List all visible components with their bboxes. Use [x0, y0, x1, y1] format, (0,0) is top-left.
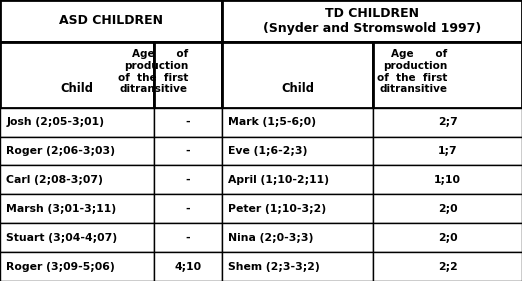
Bar	[0, 0, 222, 42]
Text: Shem (2;3-3;2): Shem (2;3-3;2)	[228, 262, 320, 271]
Text: -: -	[186, 117, 190, 127]
Bar	[0, 194, 154, 223]
Bar	[0, 223, 154, 252]
Text: -: -	[186, 175, 190, 185]
Text: 1;7: 1;7	[438, 146, 457, 156]
Text: -: -	[186, 146, 190, 156]
Text: ASD CHILDREN: ASD CHILDREN	[59, 14, 163, 27]
Text: Stuart (3;04-4;07): Stuart (3;04-4;07)	[6, 233, 117, 243]
Text: Nina (2;0-3;3): Nina (2;0-3;3)	[228, 233, 314, 243]
Text: Mark (1;5-6;0): Mark (1;5-6;0)	[228, 117, 316, 127]
Text: Age      of
production
of  the  first
ditransitive: Age of production of the first ditransit…	[117, 49, 188, 94]
Bar	[222, 0, 522, 42]
Text: 2;2: 2;2	[438, 262, 457, 271]
Bar	[373, 194, 522, 223]
Bar	[373, 108, 522, 137]
Bar	[0, 108, 154, 137]
Bar	[0, 42, 154, 108]
Text: -: -	[186, 204, 190, 214]
Bar	[373, 137, 522, 166]
Bar	[222, 108, 373, 137]
Bar	[154, 137, 222, 166]
Text: 1;10: 1;10	[434, 175, 461, 185]
Text: Josh (2;05-3;01): Josh (2;05-3;01)	[6, 117, 104, 127]
Bar	[222, 42, 373, 108]
Text: Eve (1;6-2;3): Eve (1;6-2;3)	[228, 146, 307, 156]
Text: Child: Child	[281, 82, 314, 95]
Text: -: -	[186, 233, 190, 243]
Text: 2;7: 2;7	[438, 117, 457, 127]
Bar	[222, 223, 373, 252]
Text: April (1;10-2;11): April (1;10-2;11)	[228, 175, 329, 185]
Bar	[154, 42, 222, 108]
Bar	[154, 108, 222, 137]
Bar	[222, 194, 373, 223]
Text: 2;0: 2;0	[438, 204, 457, 214]
Text: Marsh (3;01-3;11): Marsh (3;01-3;11)	[6, 204, 116, 214]
Text: Carl (2;08-3;07): Carl (2;08-3;07)	[6, 175, 103, 185]
Bar	[373, 42, 522, 108]
Bar	[0, 137, 154, 166]
Bar	[222, 166, 373, 194]
Text: 4;10: 4;10	[174, 262, 201, 271]
Bar	[373, 166, 522, 194]
Text: Age      of
production
of  the  first
ditransitive: Age of production of the first ditransit…	[377, 49, 447, 94]
Bar	[154, 223, 222, 252]
Text: Peter (1;10-3;2): Peter (1;10-3;2)	[228, 204, 326, 214]
Text: Roger (2;06-3;03): Roger (2;06-3;03)	[6, 146, 115, 156]
Text: Roger (3;09-5;06): Roger (3;09-5;06)	[6, 262, 115, 271]
Text: 2;0: 2;0	[438, 233, 457, 243]
Text: TD CHILDREN
(Snyder and Stromswold 1997): TD CHILDREN (Snyder and Stromswold 1997)	[263, 7, 481, 35]
Bar	[373, 223, 522, 252]
Bar	[222, 252, 373, 281]
Bar	[154, 194, 222, 223]
Bar	[373, 252, 522, 281]
Bar	[0, 166, 154, 194]
Bar	[154, 252, 222, 281]
Bar	[0, 252, 154, 281]
Bar	[222, 137, 373, 166]
Text: Child: Child	[61, 82, 93, 95]
Bar	[154, 166, 222, 194]
